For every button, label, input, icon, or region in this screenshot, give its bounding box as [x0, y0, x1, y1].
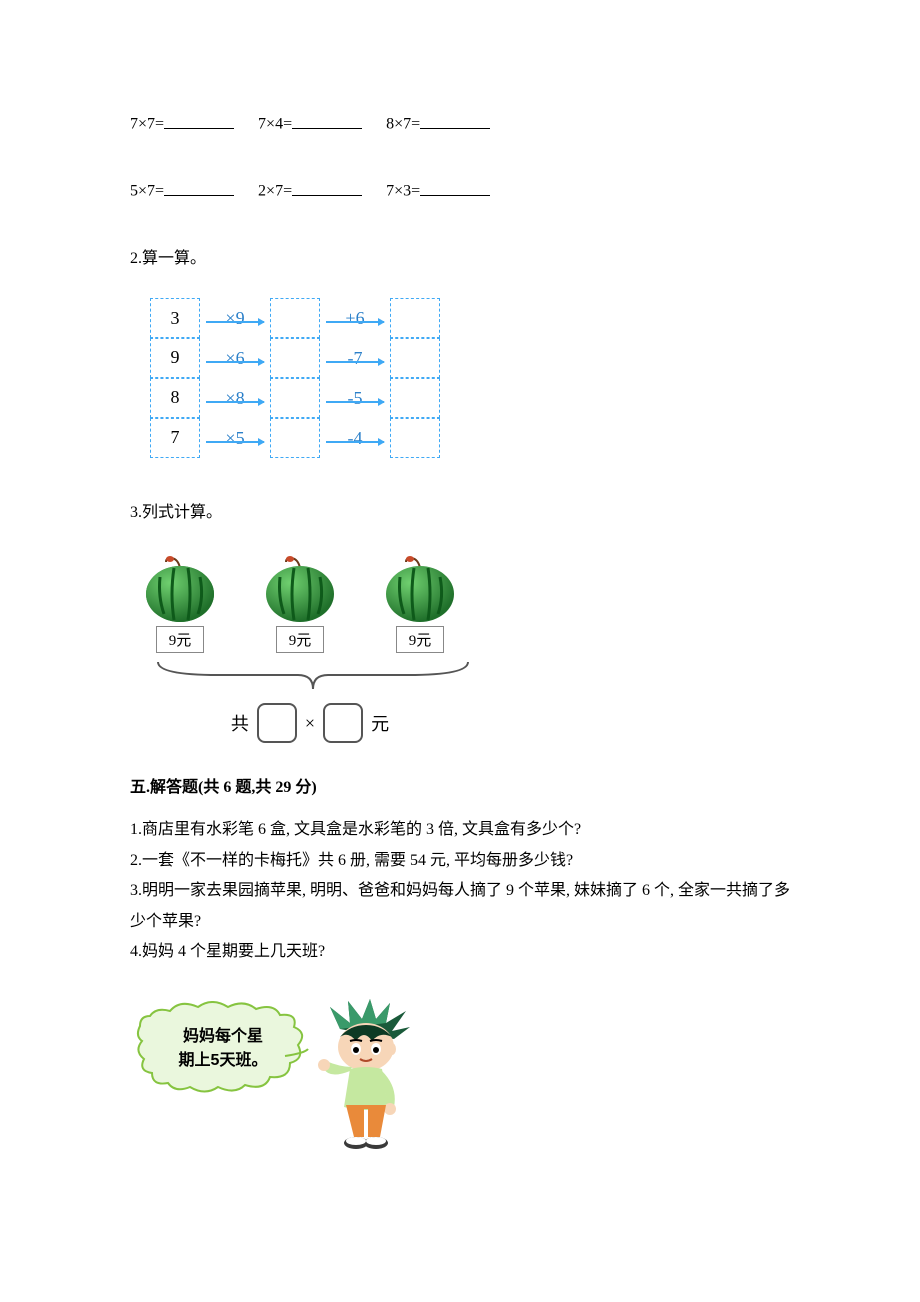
total-expression: 共 × 元 [140, 703, 480, 743]
watermelon-figure: 9元 9元 [140, 552, 500, 743]
op-arrow: ×5 [200, 428, 270, 449]
lhs: 5×7= [130, 183, 164, 200]
equation: 5×7= [130, 177, 234, 204]
op-label: -7 [348, 348, 363, 368]
watermelon-item: 9元 [140, 552, 220, 653]
op-arrow: ×6 [200, 348, 270, 369]
lhs: 2×7= [258, 183, 292, 200]
op-arrow: -7 [320, 348, 390, 369]
calc-row: 3 ×9 +6 [150, 298, 790, 338]
op-arrow: ×9 [200, 308, 270, 329]
question-2: 2.一套《不一样的卡梅托》共 6 册, 需要 54 元, 平均每册多少钱? [130, 846, 790, 876]
calc-row: 7 ×5 -4 [150, 418, 790, 458]
speech-bubble-text: 妈妈每个星 期上5天班。 [158, 1025, 288, 1073]
lhs: 7×3= [386, 183, 420, 200]
answer-blank[interactable] [420, 110, 490, 129]
op-label: ×9 [225, 308, 244, 328]
watermelon-item: 9元 [260, 552, 340, 653]
watermelon-row: 9元 9元 [140, 552, 500, 653]
equation: 8×7= [386, 110, 490, 137]
answer-box[interactable] [323, 703, 363, 743]
total-suffix: 元 [371, 710, 389, 736]
op-label: -4 [348, 428, 363, 448]
op-label: +6 [345, 308, 364, 328]
op-label: ×6 [225, 348, 244, 368]
section-5-title: 五.解答题(共 6 题,共 29 分) [130, 773, 790, 797]
result-cell[interactable] [270, 298, 320, 338]
result-cell[interactable] [390, 338, 440, 378]
result-cell[interactable] [390, 378, 440, 418]
op-arrow: -4 [320, 428, 390, 449]
bubble-line-2: 期上5天班。 [179, 1052, 268, 1069]
question-3: 3.明明一家去果园摘苹果, 明明、爸爸和妈妈每人摘了 9 个苹果, 妹妹摘了 6… [130, 876, 790, 937]
total-prefix: 共 [231, 710, 249, 736]
result-cell[interactable] [270, 338, 320, 378]
watermelon-icon [380, 552, 460, 622]
op-arrow: +6 [320, 308, 390, 329]
result-cell[interactable] [390, 418, 440, 458]
answer-blank[interactable] [420, 177, 490, 196]
calc-row: 9 ×6 -7 [150, 338, 790, 378]
result-cell[interactable] [270, 378, 320, 418]
answer-blank[interactable] [292, 177, 362, 196]
equation: 7×3= [386, 177, 490, 204]
section-2-label: 2.算一算。 [130, 244, 790, 268]
cartoon-figure: 妈妈每个星 期上5天班。 [130, 997, 450, 1157]
result-cell[interactable] [270, 418, 320, 458]
watermelon-icon [260, 552, 340, 622]
lhs: 7×7= [130, 116, 164, 133]
result-cell[interactable] [390, 298, 440, 338]
input-cell: 8 [150, 378, 200, 418]
times-sign: × [305, 713, 315, 734]
watermelon-item: 9元 [380, 552, 460, 653]
price-label: 9元 [396, 626, 445, 653]
bubble-line-1: 妈妈每个星 [183, 1028, 263, 1045]
answer-blank[interactable] [164, 110, 234, 129]
answer-box[interactable] [257, 703, 297, 743]
price-label: 9元 [156, 626, 205, 653]
lhs: 7×4= [258, 116, 292, 133]
equation-row-1: 7×7= 7×4= 8×7= [130, 110, 790, 137]
brace-icon [148, 657, 478, 697]
section-3-label: 3.列式计算。 [130, 498, 790, 522]
op-label: ×8 [225, 388, 244, 408]
equation: 7×4= [258, 110, 362, 137]
question-4: 4.妈妈 4 个星期要上几天班? [130, 937, 790, 967]
op-label: ×5 [225, 428, 244, 448]
price-label: 9元 [276, 626, 325, 653]
equation-row-2: 5×7= 2×7= 7×3= [130, 177, 790, 204]
calc-row: 8 ×8 -5 [150, 378, 790, 418]
equation: 2×7= [258, 177, 362, 204]
op-arrow: -5 [320, 388, 390, 409]
op-arrow: ×8 [200, 388, 270, 409]
calc-table: 3 ×9 +6 9 ×6 -7 8 ×8 -5 7 ×5 -4 [150, 298, 790, 458]
watermelon-icon [140, 552, 220, 622]
input-cell: 9 [150, 338, 200, 378]
input-cell: 7 [150, 418, 200, 458]
answer-blank[interactable] [164, 177, 234, 196]
input-cell: 3 [150, 298, 200, 338]
question-1: 1.商店里有水彩笔 6 盒, 文具盒是水彩笔的 3 倍, 文具盒有多少个? [130, 815, 790, 845]
lhs: 8×7= [386, 116, 420, 133]
op-label: -5 [348, 388, 363, 408]
equation: 7×7= [130, 110, 234, 137]
boy-cartoon-icon [310, 997, 430, 1157]
answer-blank[interactable] [292, 110, 362, 129]
